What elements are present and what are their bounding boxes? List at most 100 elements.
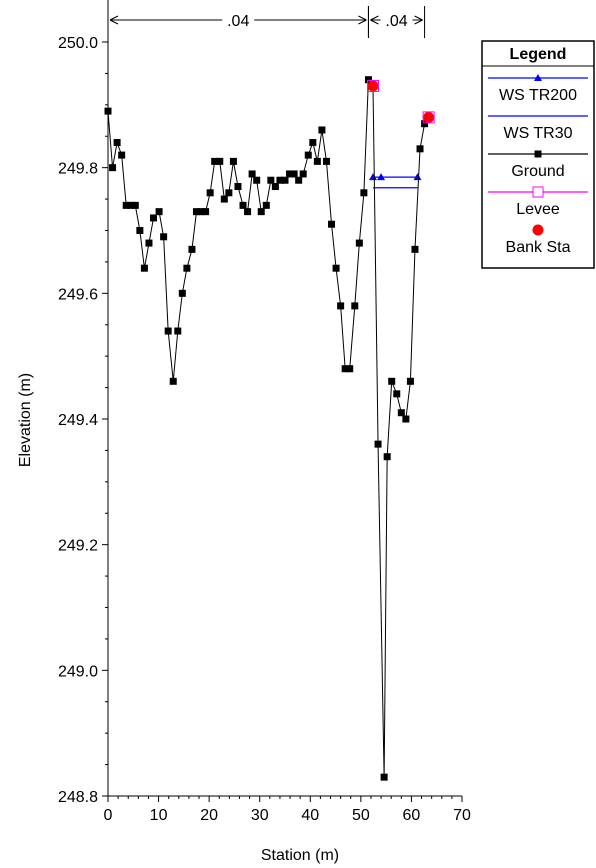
- plot-frame: [107, 0, 462, 797]
- manning-n-label: .04: [227, 13, 249, 30]
- ground-point: [397, 409, 405, 417]
- ground-point: [140, 264, 148, 272]
- ground-point: [234, 183, 242, 191]
- y-tick-label: 249.6: [58, 286, 98, 303]
- y-tick-label: 249.4: [58, 412, 98, 429]
- ground-point: [337, 302, 345, 310]
- manning-arrowhead: [414, 15, 423, 25]
- ground-point: [150, 214, 158, 222]
- ground-point: [257, 208, 265, 216]
- ground-point: [262, 201, 270, 209]
- ground-point: [248, 170, 256, 178]
- ground-point: [202, 208, 210, 216]
- legend-label: Levee: [516, 201, 560, 218]
- ground-point: [421, 120, 429, 128]
- levee-point: [422, 111, 435, 124]
- manning-n-segment: .04: [107, 6, 369, 38]
- ground-point: [295, 176, 303, 184]
- legend: Legend WS TR200 WS TR30 Ground Levee Bank St…: [481, 40, 595, 269]
- ground-point: [229, 157, 237, 165]
- ground-point: [351, 302, 359, 310]
- x-tick-label: 20: [200, 807, 218, 824]
- y-axis-title: Elevation (m): [17, 373, 34, 467]
- ground-point: [402, 415, 410, 423]
- ground-point: [197, 208, 205, 216]
- ground-point: [131, 201, 139, 209]
- ws-tr200-point: [377, 173, 386, 181]
- ground-point: [206, 189, 214, 197]
- legend-title: Legend: [510, 46, 567, 63]
- ground-point: [380, 773, 388, 781]
- ground-point: [225, 189, 233, 197]
- manning-arrowhead: [109, 15, 119, 25]
- ground-point: [299, 170, 307, 178]
- y-tick-label: 250.0: [58, 35, 98, 52]
- legend-label: Ground: [511, 163, 564, 180]
- y-tick-label: 248.8: [58, 789, 98, 806]
- y-tick-label: 249.8: [58, 161, 98, 178]
- ground-point: [216, 157, 224, 165]
- legend-item: Bank Sta: [506, 224, 571, 256]
- manning-n-label: .04: [385, 13, 407, 30]
- ground-point: [355, 239, 363, 247]
- ground-point: [341, 365, 349, 373]
- manning-n-annotations: .04 .04: [107, 6, 426, 38]
- ground-point: [136, 227, 144, 234]
- ground-point: [122, 201, 130, 209]
- ground-point: [393, 390, 401, 398]
- x-tick-label: 0: [104, 807, 113, 824]
- ground-point: [388, 377, 396, 385]
- x-tick-label: 30: [251, 807, 269, 824]
- legend-item: WS TR200: [488, 74, 588, 104]
- y-axis: 248.8 249.0 249.2 249.4 249.6 249.8 250.0: [58, 35, 108, 806]
- legend-label: Bank Sta: [506, 239, 571, 256]
- legend-item: WS TR30: [488, 115, 588, 142]
- ground-point: [220, 195, 228, 203]
- ground-point: [109, 164, 117, 172]
- legend-swatch-marker: [532, 224, 544, 236]
- bank-sta-point: [423, 111, 435, 123]
- bank-sta-point: [367, 80, 379, 92]
- ground-point: [416, 145, 424, 153]
- ground-point: [253, 176, 261, 184]
- ground-point: [127, 201, 135, 209]
- ground-point: [313, 157, 321, 165]
- x-tick-label: 40: [301, 807, 319, 824]
- ground-point: [169, 377, 177, 385]
- ground-point: [155, 208, 163, 216]
- legend-swatch-marker: [532, 186, 544, 198]
- ground-point: [374, 440, 382, 448]
- manning-arrowhead: [358, 15, 367, 25]
- ground-point: [309, 139, 317, 147]
- ground-point: [290, 170, 298, 178]
- ground-point: [183, 264, 191, 272]
- ground-point: [267, 176, 275, 184]
- ground-point: [328, 220, 336, 228]
- manning-n-segment: .04: [367, 6, 426, 38]
- ws-tr200-point: [368, 173, 377, 181]
- ground-point: [160, 233, 168, 241]
- legend-label: WS TR30: [503, 125, 572, 142]
- legend-label: WS TR200: [499, 87, 577, 104]
- ground-point: [406, 377, 414, 385]
- ground-point: [360, 189, 368, 197]
- x-tick-label: 60: [403, 807, 421, 824]
- ground-point: [318, 126, 326, 134]
- y-tick-label: 249.0: [58, 663, 98, 680]
- ground-point: [174, 327, 182, 335]
- ground-point: [193, 208, 200, 216]
- ws-tr200-point: [413, 173, 422, 181]
- ground-point: [276, 176, 284, 184]
- legend-item: Ground: [488, 150, 588, 180]
- ground-point: [113, 139, 121, 147]
- ground-point: [239, 201, 247, 209]
- levee-point: [366, 79, 379, 92]
- ground-point: [145, 239, 153, 247]
- ground-point: [104, 107, 112, 115]
- ground-point: [383, 453, 391, 461]
- y-tick-label: 249.2: [58, 538, 98, 555]
- series-layer: [104, 76, 435, 781]
- ground-point: [364, 76, 372, 84]
- ground-point: [271, 183, 279, 191]
- legend-swatch-marker: [534, 74, 542, 81]
